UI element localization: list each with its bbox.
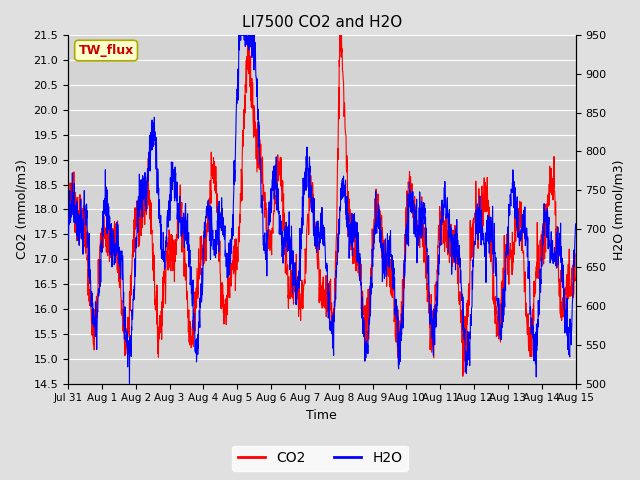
Text: TW_flux: TW_flux [79,44,134,57]
Title: LI7500 CO2 and H2O: LI7500 CO2 and H2O [242,15,402,30]
Legend: CO2, H2O: CO2, H2O [232,445,408,471]
Y-axis label: CO2 (mmol/m3): CO2 (mmol/m3) [15,159,28,259]
Y-axis label: H2O (mmol/m3): H2O (mmol/m3) [612,159,625,260]
X-axis label: Time: Time [307,409,337,422]
